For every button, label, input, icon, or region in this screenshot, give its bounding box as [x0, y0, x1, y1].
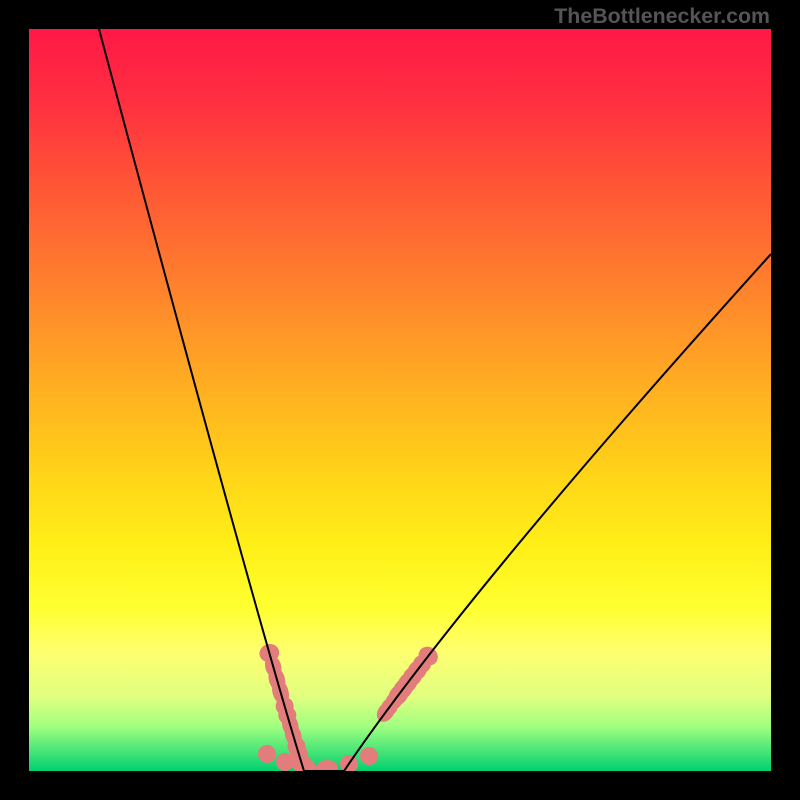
data-marker	[276, 753, 294, 771]
chart-container: TheBottlenecker.com	[0, 0, 800, 800]
plot-area	[29, 29, 771, 771]
data-marker	[258, 745, 276, 763]
watermark-text: TheBottlenecker.com	[554, 4, 770, 29]
curve-overlay	[29, 29, 771, 771]
data-marker	[316, 760, 338, 771]
data-marker	[360, 747, 378, 765]
